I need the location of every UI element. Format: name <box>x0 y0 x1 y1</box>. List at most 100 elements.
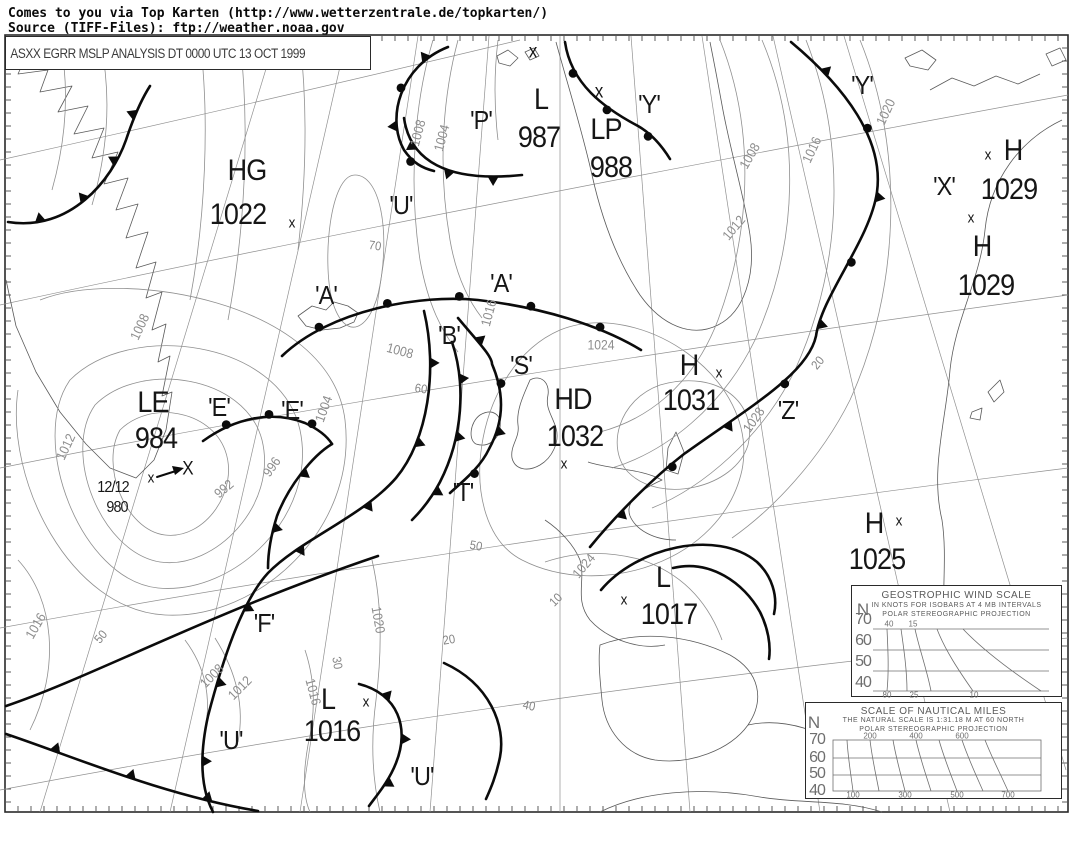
front-name-label: 'U' <box>410 761 434 791</box>
cold-front-triangle <box>820 66 832 77</box>
cold-front-triangle <box>495 425 506 437</box>
pressure-center-mark: x <box>620 591 628 609</box>
front-name-label: 'P' <box>470 105 493 135</box>
pressure-value-label: HD <box>554 383 592 416</box>
warm-front-semicircle <box>568 68 578 78</box>
pressure-value-label: 987 <box>517 121 561 154</box>
warm-front-semicircle <box>602 105 612 115</box>
miles-scale-distance-label: 100 <box>846 790 860 800</box>
cold-front-triangle <box>420 51 431 63</box>
attribution-line2: Source (TIFF-Files): ftp://weather.noaa.… <box>8 21 345 36</box>
wind-scale-north-label: N <box>856 600 870 619</box>
chart-border <box>4 34 1069 813</box>
cold-front-triangle <box>272 522 283 533</box>
wind-scale-latitude-label: 40 <box>855 674 872 691</box>
miles-scale-title: SCALE OF NAUTICAL MILES <box>860 706 1007 717</box>
cold-front-triangle <box>875 191 886 203</box>
warm-front-semicircle <box>396 83 406 93</box>
isobar-layer <box>16 39 892 813</box>
cold-front-triangle <box>432 485 444 496</box>
nautical-miles-scale-box: SCALE OF NAUTICAL MILES THE NATURAL SCAL… <box>805 702 1062 800</box>
miles-scale-distance-label: 700 <box>1001 790 1015 800</box>
graticule-value-label: 60 <box>413 380 429 397</box>
coast-svalbard <box>496 47 540 67</box>
pressure-value-label: H <box>1003 134 1023 167</box>
cold-front-triangle <box>381 690 392 702</box>
warm-front-semicircle <box>863 123 872 133</box>
miles-scale-latitude-label: 70 <box>809 731 826 748</box>
front-greenland-cold <box>6 84 152 225</box>
front-name-label: 'U' <box>219 725 243 755</box>
miles-scale-sub1: THE NATURAL SCALE IS 1:31.18 M AT 60 NOR… <box>842 717 1025 724</box>
cold-front-triangle <box>387 120 398 132</box>
pressure-value-label: 1016 <box>303 715 361 748</box>
low-motion-arrow-head <box>172 466 184 475</box>
geostrophic-wind-scale-box: GEOSTROPHIC WIND SCALE IN KNOTS FOR ISOB… <box>851 585 1062 700</box>
pressure-value-label: 1029 <box>957 269 1015 302</box>
wind-scale-sub1: IN KNOTS FOR ISOBARS AT 4 MB INTERVALS <box>871 602 1042 609</box>
wind-scale-knots-label: 80 <box>882 690 892 700</box>
pressure-center-mark: x <box>528 41 538 63</box>
cold-front-triangle <box>722 420 733 432</box>
miles-scale-diagram <box>832 739 1042 792</box>
attribution-line1: Comes to you via Top Karten (http://www.… <box>8 6 549 21</box>
front-name-label: 'B' <box>438 320 461 350</box>
pressure-value-label: L <box>320 683 336 716</box>
pressure-value-label: H <box>679 349 699 382</box>
cold-front-triangle <box>454 431 466 442</box>
cold-front-triangle <box>383 777 395 787</box>
coast-arctic-islands <box>904 47 1067 71</box>
warm-front-semicircle <box>221 420 231 430</box>
pressure-center-mark: x <box>288 214 296 232</box>
coast-scandinavia <box>555 41 752 331</box>
miles-scale-north-label: N <box>807 713 821 732</box>
wind-scale-latitude-label: 50 <box>855 653 872 670</box>
pressure-value-label: 1032 <box>546 420 604 453</box>
wind-scale-knots-label: 25 <box>909 690 919 700</box>
pressure-value-label: 1025 <box>848 543 906 576</box>
miles-scale-distance-label: 500 <box>950 790 964 800</box>
front-ee-cold <box>266 442 334 570</box>
front-l1017-outer <box>599 543 777 616</box>
graticule-value-label: 40 <box>521 697 537 714</box>
warm-front-semicircle <box>264 409 274 419</box>
cold-front-triangle <box>405 140 417 151</box>
warm-front-semicircle <box>382 298 392 308</box>
front-b-cold <box>410 340 462 522</box>
pressure-center-mark: x <box>895 512 903 530</box>
warm-front-semicircle <box>454 291 464 301</box>
pressure-value-label: 980 <box>106 499 128 516</box>
miles-scale-distance-label: 600 <box>955 731 969 741</box>
pressure-center-mark: x <box>715 364 723 382</box>
front-sw-arc <box>4 554 380 708</box>
coast-britain <box>511 377 558 470</box>
coast-france-iberia <box>544 519 759 762</box>
front-trailing-arc <box>442 661 503 801</box>
cold-front-triangle <box>215 676 227 688</box>
chart-title-box: ASXX EGRR MSLP ANALYSIS DT 0000 UTC 13 O… <box>5 36 371 70</box>
cold-front-triangle <box>34 212 46 223</box>
pressure-value-label: 1022 <box>209 198 267 231</box>
pressure-center-mark: x <box>362 693 370 711</box>
front-p-occluded <box>395 45 450 173</box>
wind-scale-knots-label: 15 <box>908 619 918 629</box>
pressure-value-label: HG <box>227 154 268 187</box>
front-name-label: 'E' <box>281 395 304 425</box>
front-name-label: 'Y' <box>851 70 874 100</box>
chart-title: ASXX EGRR MSLP ANALYSIS DT 0000 UTC 13 O… <box>10 45 306 61</box>
front-name-label: 'U' <box>389 190 413 220</box>
miles-scale-sub2: POLAR STEREOGRAPHIC PROJECTION <box>859 726 1008 733</box>
front-name-label: 'F' <box>253 608 275 638</box>
miles-scale-latitude-label: 40 <box>809 782 826 799</box>
front-bottomleft-cold <box>4 732 260 813</box>
cold-front-triangle <box>126 109 138 121</box>
pressure-value-label: 984 <box>134 422 178 455</box>
pressure-center-mark: x <box>560 455 568 473</box>
warm-front-semicircle <box>595 322 605 332</box>
wind-scale-knots-label: 40 <box>884 619 894 629</box>
graticule-value-label: 30 <box>329 655 346 671</box>
miles-scale-latitude-label: 50 <box>809 765 826 782</box>
pressure-value-label: 12/12 <box>97 479 129 496</box>
cold-front-triangle <box>299 467 310 478</box>
